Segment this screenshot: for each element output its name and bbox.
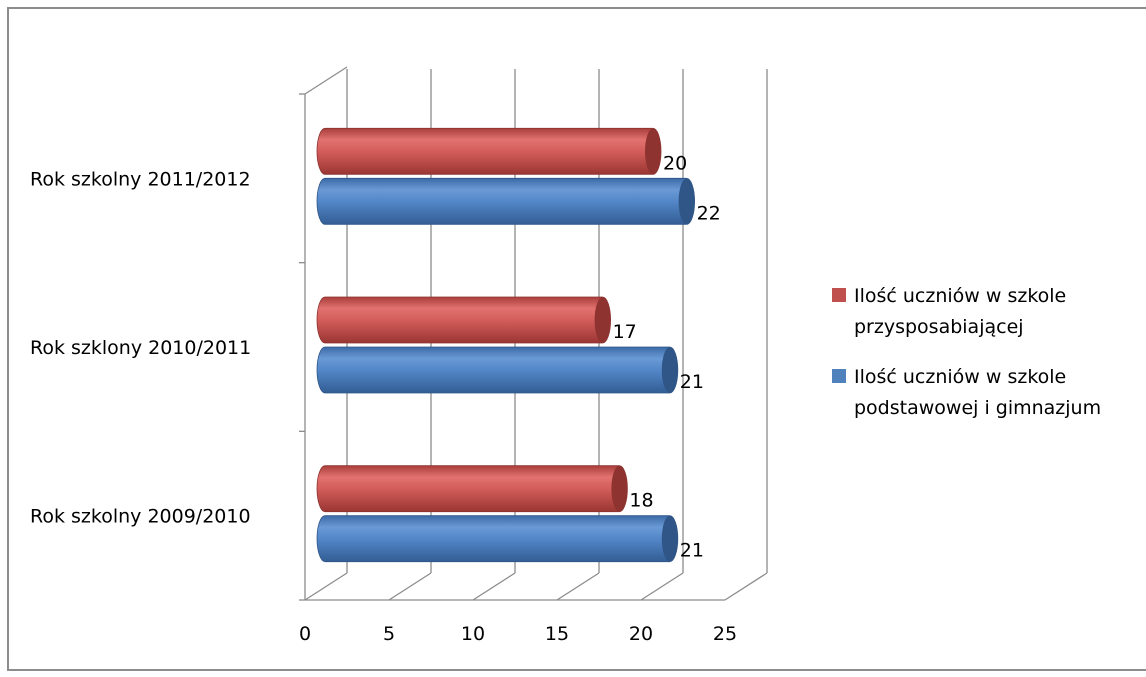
data-label: 18 (629, 490, 653, 512)
bar-przysposabiajacej (316, 465, 628, 513)
data-label: 17 (613, 321, 637, 343)
x-tick-label: 0 (299, 623, 311, 645)
data-label: 22 (697, 202, 721, 224)
floor-gridline-0 (304, 572, 348, 601)
bar-end-cap (645, 128, 661, 175)
labels: 0 5 10 15 20 25 Rok szkolny 2009/2010 18 21 Rok s… (30, 152, 737, 645)
floor-gridline-20 (640, 572, 684, 601)
category-label: Rok szkolny 2009/2010 (30, 506, 251, 528)
bar-end-cap (678, 178, 695, 225)
data-label: 20 (663, 152, 687, 174)
floor-gridline-15 (556, 572, 600, 601)
floor-gridline-25 (724, 572, 768, 601)
category-label: Rok szkolny 2011/2012 (30, 168, 251, 190)
bar-przysposabiajacej (316, 296, 611, 344)
bar-end-cap (661, 515, 678, 562)
legend: Ilość uczniów w szkole przysposabiającej I… (832, 285, 1101, 419)
legend-label: Ilość uczniów w szkole (854, 366, 1066, 388)
floor-gridline-10 (472, 572, 516, 601)
x-tick-label: 5 (383, 623, 395, 645)
bar-podstawowej (316, 346, 679, 394)
bar-end-cap (661, 347, 678, 393)
wall-top-edge (304, 66, 348, 95)
legend-label: przysposabiającej (854, 316, 1024, 338)
legend-label: Ilość uczniów w szkole (854, 285, 1066, 307)
category-label: Rok szklony 2010/2011 (30, 337, 251, 359)
x-tick-label: 15 (545, 623, 569, 645)
category-axis (299, 66, 725, 601)
bar-end-cap (611, 465, 628, 512)
legend-label: podstawowej i gimnazjum (854, 397, 1101, 419)
bar-end-cap (594, 297, 611, 343)
data-label: 21 (680, 371, 704, 393)
bars (316, 127, 695, 563)
floor-gridline-5 (388, 572, 432, 601)
legend-swatch (832, 288, 846, 302)
bar-podstawowej (316, 515, 679, 563)
legend-swatch (832, 369, 846, 383)
x-tick-label: 10 (461, 623, 485, 645)
x-tick-label: 20 (629, 623, 653, 645)
bar-przysposabiajacej (316, 127, 662, 175)
data-label: 21 (680, 540, 704, 562)
bar-podstawowej (316, 177, 695, 225)
x-tick-label: 25 (713, 623, 737, 645)
